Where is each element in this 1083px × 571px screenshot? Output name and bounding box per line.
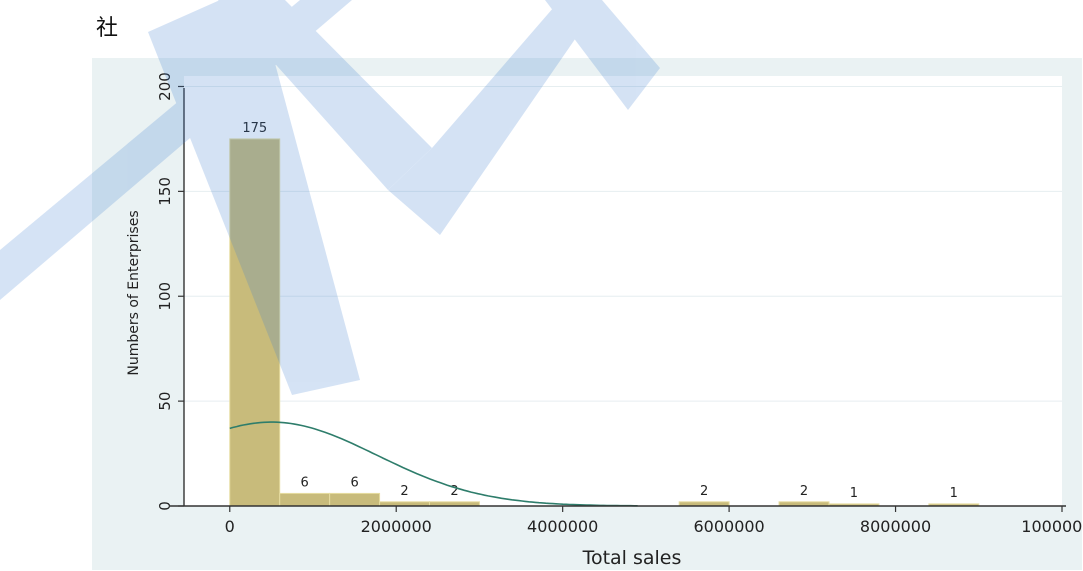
bar-label: 175 (242, 121, 267, 136)
bar (329, 492, 381, 507)
bar-label: 1 (950, 486, 958, 501)
bar (229, 138, 281, 507)
bar-label: 2 (400, 484, 408, 499)
bar-label: 2 (450, 484, 458, 499)
bar-label: 2 (700, 484, 708, 499)
bar-label: 6 (301, 475, 309, 490)
bar-label: 1 (850, 486, 858, 501)
x-tick-label: 8000000 (860, 517, 931, 536)
bar-labels: 175 6 6 2 2 2 2 1 1 (242, 121, 958, 501)
grid-lines (184, 85, 1062, 402)
bar-label: 2 (800, 484, 808, 499)
document-character: 社 (96, 16, 119, 41)
x-tick-label: 4000000 (527, 517, 598, 536)
bar-label: 6 (350, 475, 358, 490)
plot-area (184, 76, 1062, 506)
y-ticks: 0 50 100 150 200 (156, 72, 184, 511)
bars (229, 138, 980, 507)
chart-figure: 175 6 6 2 2 2 2 1 1 0 50 100 150 200 0 2000000 4000000… (92, 58, 1082, 570)
bar (279, 492, 331, 507)
x-tick-label: 2000000 (361, 517, 432, 536)
y-tick-label: 0 (156, 501, 174, 511)
x-tick-label: 6000000 (693, 517, 764, 536)
y-tick-label: 150 (156, 177, 174, 206)
x-ticks: 0 2000000 4000000 6000000 8000000 10000000 (225, 506, 1082, 536)
y-axis-label: Numbers of Enterprises (126, 210, 142, 375)
density-curve (229, 421, 638, 507)
histogram-chart: 175 6 6 2 2 2 2 1 1 0 50 100 150 200 0 2000000 4000000… (126, 72, 1082, 569)
y-tick-label: 200 (156, 72, 174, 101)
y-tick-label: 100 (156, 282, 174, 311)
x-tick-label: 10000000 (1021, 517, 1082, 536)
x-tick-label: 0 (225, 517, 235, 536)
x-axis-label: Total sales (582, 547, 682, 569)
y-tick-label: 50 (156, 392, 174, 411)
